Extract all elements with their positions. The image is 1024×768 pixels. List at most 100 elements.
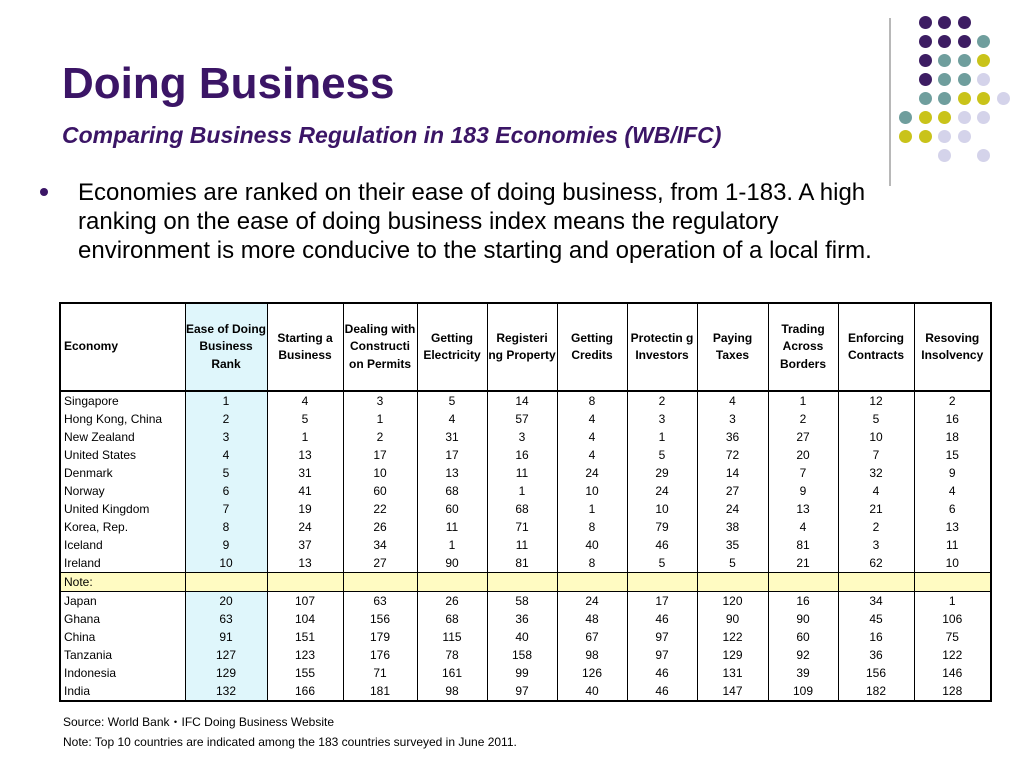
rank-cell: 129 — [184, 664, 268, 682]
rank-cell: 21 — [767, 554, 839, 573]
rank-cell: 11 — [913, 536, 992, 554]
rank-cell: 98 — [416, 682, 488, 702]
rank-cell: 67 — [556, 628, 628, 646]
decorative-dot — [938, 73, 951, 86]
note-cell — [486, 572, 558, 592]
rank-cell: 20 — [184, 591, 268, 610]
rank-cell: 57 — [486, 410, 558, 428]
rank-cell: 45 — [837, 610, 915, 628]
rank-cell: 24 — [626, 482, 698, 500]
decorative-dot — [899, 111, 912, 124]
table-row: Ghana 63 104 156 68 36 48 46 90 90 45 106 — [59, 610, 992, 628]
rank-cell: 4 — [556, 446, 628, 464]
economy-cell: China — [59, 628, 186, 646]
rank-cell: 15 — [913, 446, 992, 464]
rank-cell: 21 — [837, 500, 915, 518]
rank-cell: 8 — [184, 518, 268, 536]
rank-cell: 11 — [486, 536, 558, 554]
rank-cell: 122 — [913, 646, 992, 664]
rank-cell: 26 — [342, 518, 418, 536]
rank-cell: 71 — [486, 518, 558, 536]
decorative-dot — [918, 16, 932, 29]
rank-cell: 8 — [556, 518, 628, 536]
decorative-dot — [918, 130, 932, 143]
rank-cell: 14 — [486, 391, 558, 410]
rank-cell: 41 — [266, 482, 344, 500]
decorative-dot — [977, 73, 990, 86]
decorative-dot — [957, 54, 971, 67]
note-footnote: Note: Top 10 countries are indicated amo… — [63, 735, 517, 749]
rank-cell: 34 — [342, 536, 418, 554]
rank-cell: 68 — [486, 500, 558, 518]
rank-cell: 9 — [767, 482, 839, 500]
rank-cell: 2 — [342, 428, 418, 446]
note-cell — [767, 572, 839, 592]
rank-cell: 2 — [767, 410, 839, 428]
divider-line — [889, 18, 891, 186]
rank-cell: 5 — [266, 410, 344, 428]
note-cell — [626, 572, 698, 592]
rank-cell: 4 — [556, 428, 628, 446]
note-cell — [913, 572, 992, 592]
rank-cell: 10 — [913, 554, 992, 573]
column-header: Registeri ng Property — [486, 302, 558, 392]
rank-cell: 1 — [342, 410, 418, 428]
rank-cell: 106 — [913, 610, 992, 628]
decorative-dot — [899, 130, 912, 143]
decorative-dot — [957, 35, 971, 48]
rank-cell: 132 — [184, 682, 268, 702]
decorative-dot — [918, 73, 932, 86]
rank-cell: 60 — [416, 500, 488, 518]
column-header: Getting Credits — [556, 302, 628, 392]
rank-cell: 179 — [342, 628, 418, 646]
note-cell — [837, 572, 915, 592]
decorative-dot — [977, 111, 990, 124]
rank-cell: 8 — [556, 554, 628, 573]
rank-cell: 5 — [184, 464, 268, 482]
rank-cell: 92 — [767, 646, 839, 664]
column-header: Getting Electricity — [416, 302, 488, 392]
column-header: Starting a Business — [266, 302, 344, 392]
rank-cell: 3 — [837, 536, 915, 554]
rank-cell: 2 — [913, 391, 992, 410]
rank-cell: 123 — [266, 646, 344, 664]
rank-cell: 62 — [837, 554, 915, 573]
rank-cell: 1 — [767, 391, 839, 410]
rank-cell: 7 — [767, 464, 839, 482]
rank-cell: 18 — [913, 428, 992, 446]
rank-cell: 79 — [626, 518, 698, 536]
rank-cell: 63 — [184, 610, 268, 628]
rank-cell: 20 — [767, 446, 839, 464]
decorative-dot — [957, 73, 971, 86]
rank-cell: 35 — [696, 536, 769, 554]
table-row: Iceland 9 37 34 1 11 40 46 35 81 3 11 — [59, 536, 992, 554]
rank-cell: 4 — [767, 518, 839, 536]
rank-cell: 14 — [696, 464, 769, 482]
rank-cell: 13 — [416, 464, 488, 482]
economy-cell: Hong Kong, China — [59, 410, 186, 428]
note-cell — [696, 572, 769, 592]
economy-cell: Ireland — [59, 554, 186, 573]
decorative-dot — [957, 130, 971, 143]
rank-cell: 5 — [696, 554, 769, 573]
rank-cell: 4 — [556, 410, 628, 428]
decorative-dot — [938, 35, 951, 48]
decorative-dot — [957, 92, 971, 105]
column-header: Enforcing Contracts — [837, 302, 915, 392]
rank-cell: 1 — [416, 536, 488, 554]
rank-cell: 90 — [696, 610, 769, 628]
rank-cell: 4 — [266, 391, 344, 410]
rank-cell: 147 — [696, 682, 769, 702]
decorative-dot — [977, 54, 990, 67]
rank-cell: 16 — [837, 628, 915, 646]
rank-cell: 24 — [696, 500, 769, 518]
rank-cell: 13 — [266, 446, 344, 464]
slide-title: Doing Business — [62, 59, 395, 108]
economy-cell: Singapore — [59, 391, 186, 410]
rank-cell: 128 — [913, 682, 992, 702]
rank-cell: 7 — [184, 500, 268, 518]
table-row: India 132 166 181 98 97 40 46 147 109 182 128 — [59, 682, 992, 702]
decorative-dot — [918, 111, 932, 124]
rank-cell: 1 — [486, 482, 558, 500]
column-header: Economy — [59, 302, 186, 392]
